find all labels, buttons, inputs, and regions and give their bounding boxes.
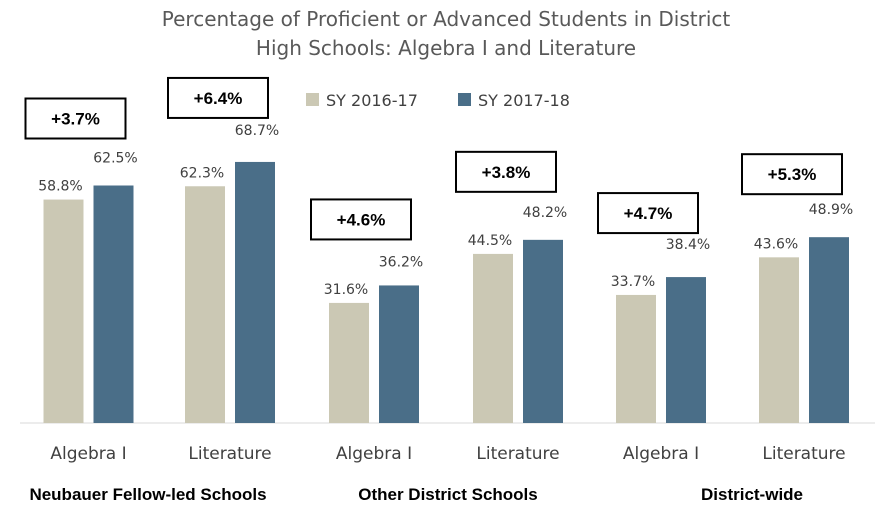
bar-sy-2016-17-5 bbox=[616, 294, 656, 423]
category-label-4: Literature bbox=[476, 444, 559, 464]
bar-sy-2016-17-1 bbox=[43, 199, 84, 423]
change-label-3: +4.6% bbox=[337, 210, 386, 229]
change-label-5: +4.7% bbox=[624, 204, 673, 223]
value-label-sy-2017-18-3: 36.2% bbox=[379, 254, 423, 270]
category-label-1: Algebra I bbox=[50, 444, 126, 464]
change-box-5 bbox=[597, 192, 699, 235]
category-label-5: Algebra I bbox=[623, 444, 699, 464]
value-label-sy-2016-17-4: 44.5% bbox=[468, 233, 512, 249]
chart-title-line-1: Percentage of Proficient or Advanced Stu… bbox=[162, 7, 731, 31]
value-label-sy-2016-17-6: 43.6% bbox=[754, 236, 798, 252]
change-label-6: +5.3% bbox=[768, 165, 817, 184]
legend-swatch-sy-2017-18 bbox=[458, 93, 471, 106]
value-label-sy-2017-18-2: 68.7% bbox=[235, 123, 279, 139]
value-label-sy-2017-18-6: 48.9% bbox=[809, 202, 853, 218]
group-label-district-wide: District-wide bbox=[701, 485, 803, 504]
value-label-sy-2017-18-5: 38.4% bbox=[666, 237, 710, 253]
value-label-sy-2017-18-1: 62.5% bbox=[93, 151, 137, 167]
change-box-4 bbox=[455, 150, 557, 193]
legend: SY 2016-17 SY 2017-18 bbox=[306, 91, 570, 110]
bar-sy-2016-17-3 bbox=[329, 302, 369, 423]
value-label-sy-2016-17-2: 62.3% bbox=[180, 165, 224, 181]
bar-sy-2016-17-4 bbox=[473, 253, 513, 423]
value-label-sy-2016-17-1: 58.8% bbox=[38, 179, 82, 195]
bar-sy-2017-18-5 bbox=[666, 277, 706, 423]
category-label-2: Literature bbox=[188, 444, 271, 464]
change-label-2: +6.4% bbox=[194, 89, 243, 108]
value-label-sy-2016-17-5: 33.7% bbox=[611, 274, 655, 290]
chart-title-line-2: High Schools: Algebra I and Literature bbox=[256, 36, 636, 60]
change-label-1: +3.7% bbox=[51, 110, 100, 129]
bar-sy-2017-18-2 bbox=[235, 161, 275, 423]
change-label-4: +3.8% bbox=[482, 163, 531, 182]
legend-swatch-sy-2016-17 bbox=[306, 93, 319, 106]
group-label-other-district-schools: Other District Schools bbox=[358, 485, 537, 504]
value-label-sy-2017-18-4: 48.2% bbox=[523, 205, 567, 221]
value-labels-layer: 58.8% 62.5% 62.3% 68.7% 31.6% 36.2% 44.5% 48.2%… bbox=[38, 123, 853, 298]
group-label-neubauer-fellow-led-schools: Neubauer Fellow-led Schools bbox=[29, 485, 266, 504]
category-label-6: Literature bbox=[762, 444, 845, 464]
bar-sy-2016-17-2 bbox=[185, 186, 225, 423]
category-label-3: Algebra I bbox=[336, 444, 412, 464]
bar-sy-2017-18-6 bbox=[809, 237, 849, 423]
category-labels-layer: Algebra I Literature Algebra I Literature Al… bbox=[50, 444, 845, 464]
change-box-3 bbox=[310, 198, 412, 241]
change-box-6 bbox=[741, 153, 843, 196]
legend-label-sy-2016-17: SY 2016-17 bbox=[326, 91, 418, 110]
bar-sy-2017-18-4 bbox=[523, 239, 563, 423]
group-labels-layer: Neubauer Fellow-led Schools Other Distric… bbox=[29, 485, 803, 504]
bar-sy-2016-17-6 bbox=[759, 257, 799, 423]
bar-sy-2017-18-3 bbox=[379, 285, 419, 423]
legend-label-sy-2017-18: SY 2017-18 bbox=[478, 91, 570, 110]
change-box-2 bbox=[167, 76, 269, 119]
bar-sy-2017-18-1 bbox=[93, 185, 134, 423]
bars-layer bbox=[43, 161, 849, 423]
change-boxes-layer: +3.7% +6.4% +4.6% +3.8% +4.7% +5.3% bbox=[24, 76, 843, 241]
value-label-sy-2016-17-3: 31.6% bbox=[324, 282, 368, 298]
change-box-1 bbox=[24, 97, 127, 140]
